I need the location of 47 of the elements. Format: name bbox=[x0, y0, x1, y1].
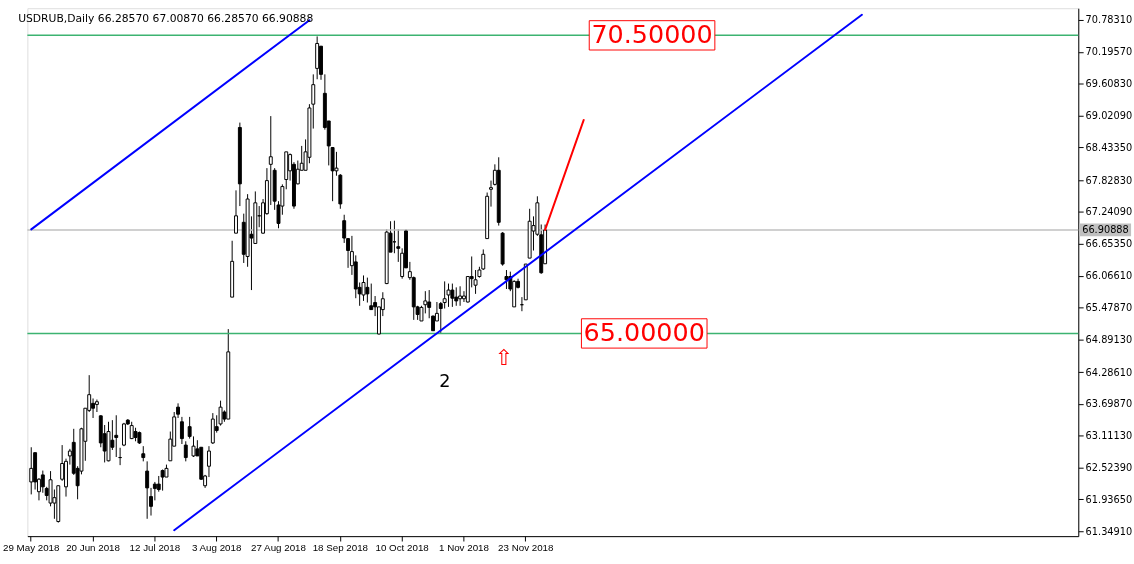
annotation: 2 bbox=[439, 370, 451, 391]
x-tick-label: 1 Nov 2018 bbox=[438, 542, 489, 554]
candlestick bbox=[91, 397, 96, 419]
y-tick-label: 64.28610 bbox=[1085, 366, 1133, 378]
y-tick-label: 70.19570 bbox=[1085, 46, 1133, 58]
candlestick bbox=[234, 189, 238, 234]
x-tick-label: 12 Jul 2018 bbox=[129, 542, 181, 554]
y-tick-label: 65.47870 bbox=[1085, 301, 1133, 313]
x-tick-label: 18 Sep 2018 bbox=[312, 542, 369, 554]
x-tick-label: 23 Nov 2018 bbox=[498, 542, 554, 554]
candlestick bbox=[458, 285, 463, 307]
candlestick bbox=[504, 269, 509, 290]
x-tick-label: 29 May 2018 bbox=[3, 542, 60, 554]
y-tick-label: 67.82830 bbox=[1085, 174, 1133, 186]
candlestick bbox=[114, 414, 119, 458]
y-tick-label: 66.65350 bbox=[1085, 238, 1133, 250]
ref-line-label: 70.50000 bbox=[591, 19, 713, 50]
ref-line-label: 65.00000 bbox=[583, 317, 705, 348]
candlestick bbox=[210, 412, 215, 445]
y-tick-label: 66.06610 bbox=[1085, 270, 1133, 282]
candlestick bbox=[454, 286, 459, 307]
y-tick-label: 63.11130 bbox=[1085, 430, 1133, 442]
y-tick-label: 62.52390 bbox=[1085, 462, 1133, 474]
y-tick-label: 63.69870 bbox=[1085, 398, 1133, 410]
candlestick bbox=[183, 440, 188, 462]
y-tick-label: 69.02090 bbox=[1085, 109, 1133, 121]
annotation: ⇧ bbox=[494, 345, 513, 371]
y-tick-label: 70.78310 bbox=[1085, 14, 1133, 26]
chart-title: USDRUB,Daily 66.28570 67.00870 66.28570 66.90888 bbox=[18, 11, 314, 25]
candlestick bbox=[450, 283, 455, 308]
x-tick-label: 27 Aug 2018 bbox=[251, 542, 306, 554]
candlestick bbox=[145, 460, 150, 520]
candlestick bbox=[179, 416, 184, 445]
y-tick-label: 61.93650 bbox=[1085, 493, 1133, 505]
x-tick-label: 20 Jun 2018 bbox=[66, 542, 120, 554]
x-tick-label: 3 Aug 2018 bbox=[191, 542, 242, 554]
y-tick-label: 67.24090 bbox=[1085, 206, 1133, 218]
candlestick bbox=[446, 283, 451, 308]
y-tick-label: 69.60830 bbox=[1085, 78, 1133, 90]
candlestick bbox=[442, 280, 447, 309]
y-tick-label: 64.89130 bbox=[1085, 333, 1133, 345]
ref-line-label: 66.90888 bbox=[1082, 223, 1129, 235]
x-tick-label: 10 Oct 2018 bbox=[375, 542, 429, 554]
candlestick bbox=[361, 274, 366, 302]
candlestick bbox=[365, 277, 370, 304]
y-tick-label: 68.43350 bbox=[1085, 141, 1133, 153]
y-tick-label: 61.34910 bbox=[1085, 525, 1133, 537]
